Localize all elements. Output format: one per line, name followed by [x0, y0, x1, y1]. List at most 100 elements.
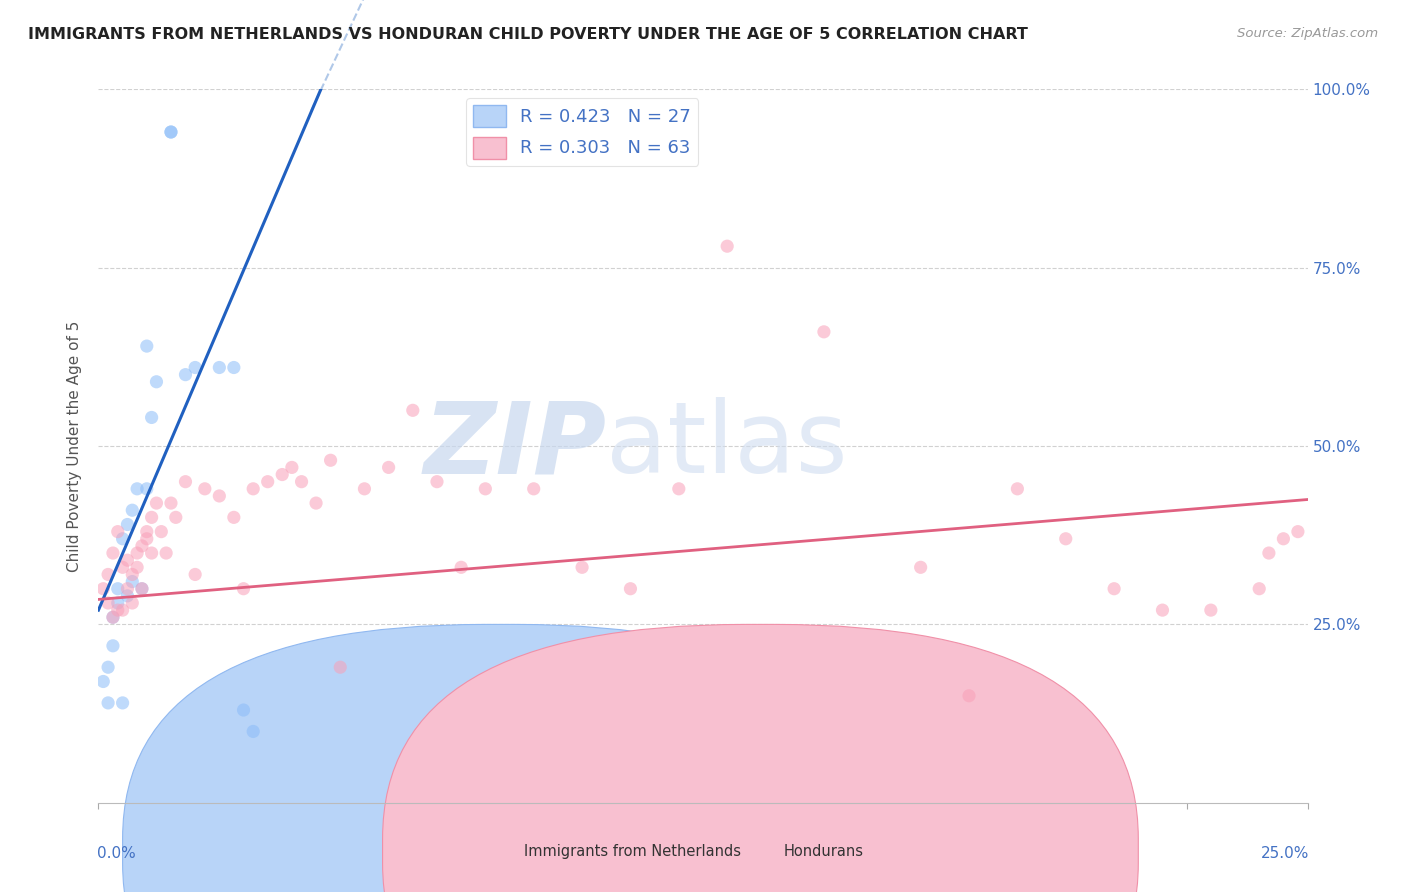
Point: [135, 339, 157, 353]
Text: 25.0%: 25.0%: [1260, 846, 1309, 861]
Point: [107, 582, 129, 596]
Point: [242, 482, 264, 496]
Point: [97, 660, 120, 674]
Point: [111, 532, 134, 546]
Point: [319, 453, 342, 467]
Point: [111, 603, 134, 617]
Point: [184, 567, 207, 582]
Point: [716, 239, 738, 253]
Point: [1102, 582, 1125, 596]
Point: [174, 475, 197, 489]
Point: [1199, 603, 1222, 617]
Point: [117, 589, 139, 603]
Point: [91, 582, 114, 596]
Point: [141, 510, 163, 524]
Point: [222, 510, 245, 524]
Point: [184, 360, 207, 375]
Point: [117, 582, 139, 596]
Text: 0.0%: 0.0%: [97, 846, 136, 861]
Point: [135, 482, 157, 496]
Point: [101, 546, 124, 560]
Point: [1249, 582, 1271, 596]
FancyBboxPatch shape: [382, 624, 1139, 892]
Point: [910, 560, 932, 574]
Point: [290, 475, 312, 489]
Point: [121, 567, 143, 582]
Text: atlas: atlas: [606, 398, 848, 494]
Point: [160, 125, 183, 139]
Text: ZIP: ZIP: [423, 398, 606, 494]
Point: [107, 603, 129, 617]
Point: [474, 482, 496, 496]
Point: [305, 496, 328, 510]
Point: [222, 360, 245, 375]
Point: [121, 596, 143, 610]
Point: [174, 368, 197, 382]
Point: [208, 489, 231, 503]
Point: [165, 510, 187, 524]
Point: [101, 639, 124, 653]
Point: [256, 475, 278, 489]
Point: [194, 482, 217, 496]
Point: [329, 660, 352, 674]
Point: [523, 482, 546, 496]
Point: [160, 125, 183, 139]
Point: [1272, 532, 1295, 546]
Point: [1007, 482, 1029, 496]
Point: [127, 546, 149, 560]
Point: [131, 582, 153, 596]
Point: [111, 696, 134, 710]
Point: [208, 360, 231, 375]
Point: [91, 674, 114, 689]
Text: Source: ZipAtlas.com: Source: ZipAtlas.com: [1237, 27, 1378, 40]
Point: [1257, 546, 1279, 560]
Point: [127, 482, 149, 496]
Point: [281, 460, 304, 475]
Point: [141, 546, 163, 560]
Text: IMMIGRANTS FROM NETHERLANDS VS HONDURAN CHILD POVERTY UNDER THE AGE OF 5 CORRELA: IMMIGRANTS FROM NETHERLANDS VS HONDURAN …: [28, 27, 1028, 42]
Point: [619, 582, 641, 596]
Point: [1152, 603, 1174, 617]
Point: [107, 524, 129, 539]
Point: [101, 610, 124, 624]
Point: [145, 496, 167, 510]
Point: [571, 560, 593, 574]
Y-axis label: Child Poverty Under the Age of 5: Child Poverty Under the Age of 5: [67, 320, 83, 572]
Point: [111, 560, 134, 574]
Point: [117, 553, 139, 567]
FancyBboxPatch shape: [122, 624, 879, 892]
Point: [97, 696, 120, 710]
Point: [135, 532, 157, 546]
Point: [402, 403, 425, 417]
Point: [1286, 524, 1309, 539]
Point: [160, 496, 183, 510]
Point: [97, 567, 120, 582]
Point: [1054, 532, 1077, 546]
Point: [121, 574, 143, 589]
Text: Immigrants from Netherlands: Immigrants from Netherlands: [524, 844, 741, 859]
Point: [135, 524, 157, 539]
Point: [232, 703, 254, 717]
Point: [141, 410, 163, 425]
Point: [155, 546, 177, 560]
Point: [101, 610, 124, 624]
Point: [957, 689, 980, 703]
Point: [107, 596, 129, 610]
Point: [97, 596, 120, 610]
Point: [242, 724, 264, 739]
Point: [232, 582, 254, 596]
Point: [353, 482, 375, 496]
Point: [121, 503, 143, 517]
Point: [377, 460, 399, 475]
Point: [426, 475, 449, 489]
Point: [117, 517, 139, 532]
Point: [813, 325, 835, 339]
Point: [450, 560, 472, 574]
Point: [150, 524, 173, 539]
Point: [131, 582, 153, 596]
Point: [127, 560, 149, 574]
Point: [271, 467, 294, 482]
Text: Hondurans: Hondurans: [785, 844, 865, 859]
Point: [668, 482, 690, 496]
Point: [131, 539, 153, 553]
